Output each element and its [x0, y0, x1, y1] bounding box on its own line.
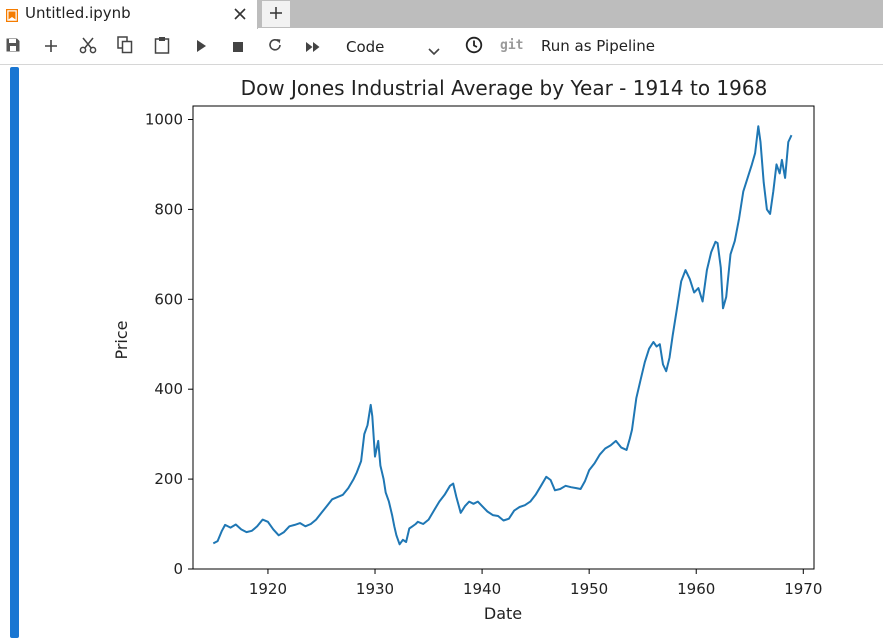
play-icon [195, 38, 207, 57]
y-tick-label: 800 [154, 200, 183, 218]
close-icon[interactable] [232, 6, 248, 22]
cell-type-dropdown[interactable]: Code [338, 34, 446, 60]
y-tick-label: 400 [154, 380, 183, 398]
chart-title: Dow Jones Industrial Average by Year - 1… [241, 76, 768, 100]
series-line-dow-jones [212, 125, 793, 546]
save-button[interactable] [2, 36, 24, 58]
x-axis-label: Date [484, 604, 522, 623]
stop-icon [232, 38, 244, 57]
x-tick-label: 1940 [463, 580, 501, 598]
active-cell-indicator[interactable] [10, 67, 19, 638]
new-tab-button[interactable] [262, 1, 290, 27]
x-axis: 1920 1930 1940 1950 1960 1970 [249, 569, 822, 598]
notebook-icon [5, 7, 19, 23]
y-axis-label: Price [112, 320, 131, 359]
plus-icon [44, 38, 58, 57]
run-as-pipeline-button[interactable]: Run as Pipeline [541, 37, 656, 55]
x-tick-label: 1960 [677, 580, 715, 598]
cut-button[interactable] [77, 36, 99, 58]
cell-type-label: Code [346, 38, 385, 56]
restart-icon [267, 37, 283, 57]
notebook-toolbar: Code git Run as Pipeline [0, 29, 883, 65]
restart-button[interactable] [264, 36, 286, 58]
plus-icon [269, 5, 283, 24]
run-all-button[interactable] [302, 36, 324, 58]
notebook-tab[interactable]: Untitled.ipynb [0, 0, 258, 29]
y-axis: 0 200 400 600 800 1000 [145, 110, 193, 578]
plot-area [192, 105, 815, 570]
x-tick-label: 1920 [249, 580, 287, 598]
fast-forward-icon [305, 38, 321, 57]
x-tick-label: 1930 [356, 580, 394, 598]
paste-button[interactable] [151, 36, 173, 58]
clock-icon [465, 36, 483, 58]
save-icon [5, 37, 21, 57]
y-tick-label: 600 [154, 290, 183, 308]
scissors-icon [79, 36, 97, 58]
tab-bar: Untitled.ipynb [0, 0, 883, 29]
version-history-button[interactable] [463, 36, 485, 58]
run-button[interactable] [190, 36, 212, 58]
stop-button[interactable] [227, 36, 249, 58]
x-tick-label: 1950 [570, 580, 608, 598]
insert-cell-button[interactable] [40, 36, 62, 58]
y-tick-label: 1000 [145, 110, 183, 128]
tab-title: Untitled.ipynb [25, 4, 131, 22]
copy-icon [117, 36, 133, 58]
chevron-down-icon [428, 41, 440, 60]
x-tick-label: 1970 [784, 580, 822, 598]
git-button[interactable]: git [500, 38, 524, 53]
clipboard-icon [154, 36, 170, 58]
y-tick-label: 0 [173, 560, 183, 578]
copy-button[interactable] [114, 36, 136, 58]
y-tick-label: 200 [154, 470, 183, 488]
